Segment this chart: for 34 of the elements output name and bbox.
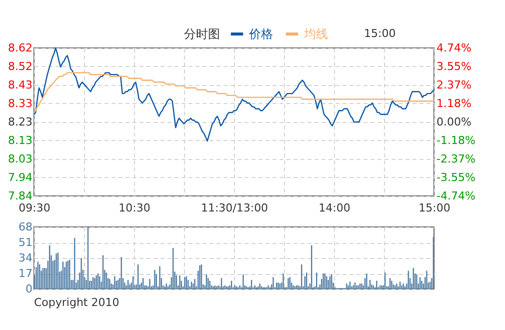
y2-tick-label: 1.18% (436, 97, 472, 110)
y-tick-label: 8.13 (8, 134, 32, 147)
y-tick-label: 51 (18, 236, 32, 249)
y-tick-label: 0 (26, 282, 32, 296)
y-tick-label: 7.84 (8, 190, 32, 202)
x-tick-label: 09:30 (18, 202, 50, 214)
legend-label: 均线 (303, 27, 328, 41)
y2-tick-label: -2.37% (436, 152, 476, 166)
y-tick-label: 8.33 (8, 97, 32, 110)
text: Copyright 2010 (34, 296, 120, 309)
y-tick-label: 8.62 (8, 42, 32, 54)
y2-tick-label: 0.00% (436, 116, 472, 128)
y-tick-label: 68 (18, 220, 32, 234)
text: 15:00 (364, 27, 396, 40)
y2-tick-label: -3.55% (436, 171, 476, 184)
line-series (33, 72, 435, 114)
y-tick-label: 8.23 (8, 116, 32, 128)
y-tick-label: 17 (18, 267, 32, 280)
x-tick-label: 11:30/13:00 (200, 202, 268, 214)
y2-tick-label: 2.37% (436, 78, 472, 92)
x-tick-label: 15:00 (418, 202, 450, 214)
x-tick-label: 10:30 (118, 202, 150, 214)
y-tick-label: 8.03 (8, 152, 32, 166)
chart-title: 分时图 (184, 27, 220, 41)
y-tick-label: 8.52 (8, 60, 32, 73)
y2-tick-label: -4.74% (436, 190, 476, 202)
y2-tick-label: -1.18% (436, 134, 476, 147)
y2-tick-label: 3.55% (436, 60, 472, 73)
y-tick-label: 8.43 (8, 78, 32, 92)
y2-tick-label: 4.74% (436, 42, 472, 54)
legend-label: 价格 (248, 27, 273, 41)
x-tick-label: 14:00 (318, 202, 350, 214)
y-tick-label: 7.94 (8, 171, 32, 184)
y-tick-label: 34 (18, 252, 32, 264)
